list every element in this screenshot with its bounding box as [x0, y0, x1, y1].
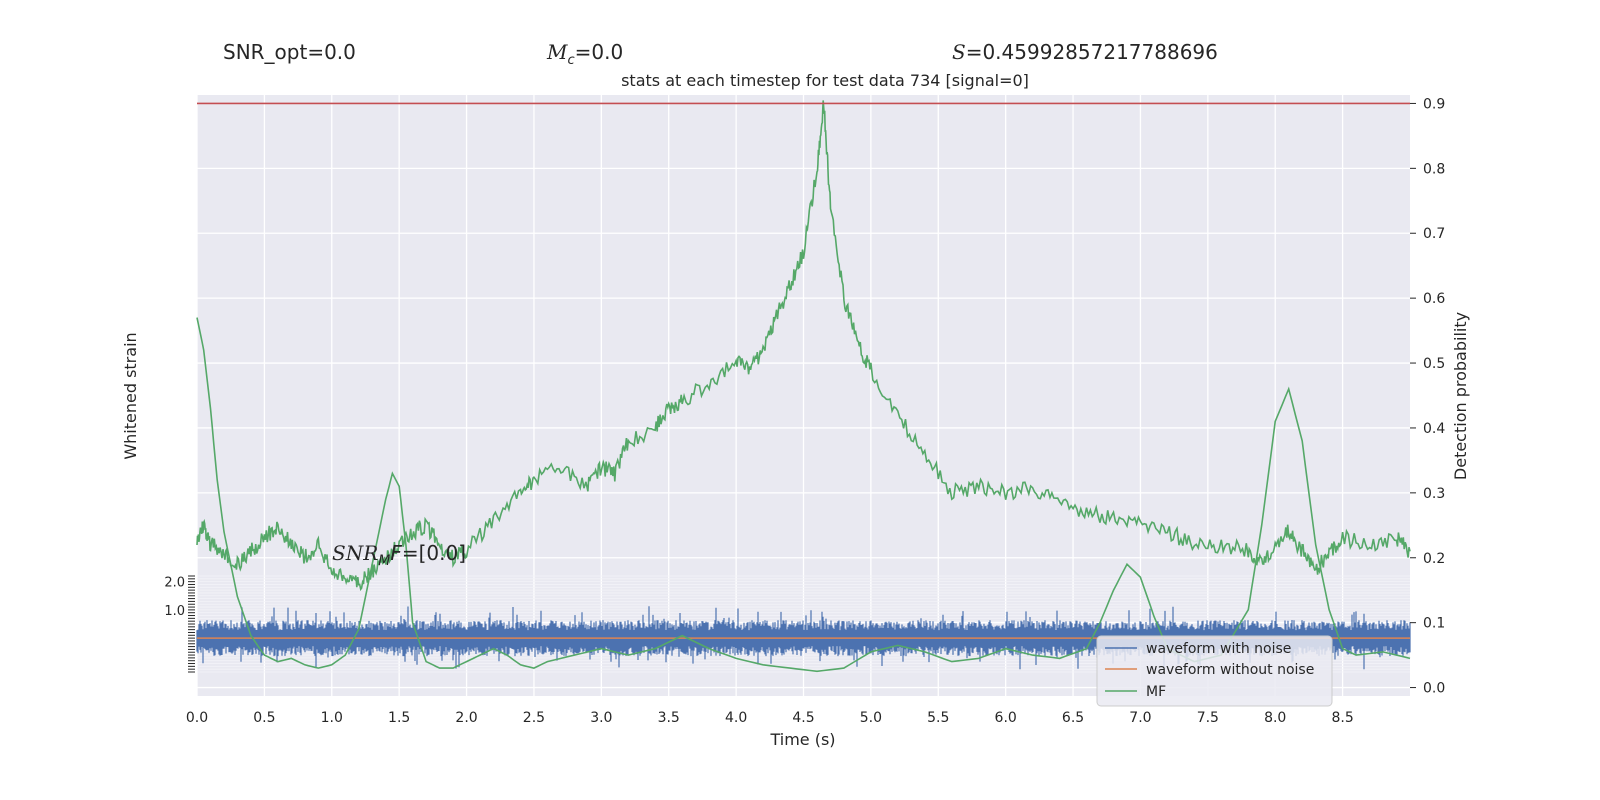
x-tick-label: 8.0 — [1264, 710, 1286, 726]
y-tick-label: 0.6 — [1423, 291, 1445, 307]
x-tick-label: 6.0 — [995, 710, 1017, 726]
x-tick-label: 6.5 — [1062, 710, 1084, 726]
x-tick-label: 3.0 — [590, 710, 612, 726]
x-axis-label: Time (s) — [769, 730, 835, 749]
chirp-mass-value: =0.0 — [574, 40, 624, 64]
score-value: =0.45992857217788696 — [965, 40, 1218, 64]
x-tick-label: 2.5 — [523, 710, 545, 726]
y-tick-label: 0.7 — [1423, 226, 1445, 242]
legend-label-clean: waveform without noise — [1146, 662, 1314, 678]
x-tick-label: 4.0 — [725, 710, 747, 726]
x-axis-ticks: 0.0 0.5 1.0 1.5 2.0 2.5 3.0 3.5 4.0 4.5 5.0 5.5 6.0 6… — [186, 710, 1354, 726]
chirp-mass-symbol: M — [547, 40, 568, 64]
snr-mf-value: =[0.0] — [402, 541, 466, 565]
snr-mf-subscript: M — [378, 553, 390, 569]
y-tick-label: 0.5 — [1423, 356, 1445, 372]
x-tick-label: 7.0 — [1129, 710, 1151, 726]
left-y-axis-label: Whitened strain — [121, 332, 140, 459]
legend: waveform with noise waveform without noi… — [1096, 635, 1333, 707]
x-tick-label: 5.5 — [927, 710, 949, 726]
snr-opt-stat: SNR_opt=0.0 — [223, 40, 356, 64]
snr-mf-annotation: SNRMF=[0.0] — [332, 541, 466, 569]
score-symbol: S — [952, 40, 966, 64]
x-tick-label: 2.0 — [455, 710, 477, 726]
x-tick-label: 8.5 — [1331, 710, 1353, 726]
left-y-axis-ticks: 2.0 1.0 — [164, 575, 195, 673]
legend-label-mf: MF — [1146, 684, 1166, 700]
x-tick-label: 1.0 — [321, 710, 343, 726]
y-tick-label: 0.2 — [1423, 551, 1445, 567]
x-tick-label: 7.5 — [1197, 710, 1219, 726]
chart-title: stats at each timestep for test data 734… — [621, 71, 1029, 90]
score-stat: S=0.45992857217788696 — [952, 40, 1218, 64]
detection-probability-line — [196, 100, 1411, 592]
left-tick-label: 2.0 — [164, 576, 185, 591]
legend-label-noise: waveform with noise — [1146, 641, 1291, 657]
y-tick-label: 0.0 — [1423, 681, 1445, 697]
x-tick-label: 5.0 — [860, 710, 882, 726]
y-tick-label: 0.8 — [1423, 161, 1445, 177]
y-tick-label: 0.3 — [1423, 486, 1445, 502]
x-tick-label: 4.5 — [792, 710, 814, 726]
y-tick-label: 0.1 — [1423, 616, 1445, 632]
x-tick-label: 3.5 — [658, 710, 680, 726]
snr-mf-symbol: SNR — [332, 541, 378, 565]
x-tick-label: 0.5 — [253, 710, 275, 726]
x-tick-label: 0.0 — [186, 710, 208, 726]
y-tick-label: 0.4 — [1423, 421, 1445, 437]
x-tick-label: 1.5 — [388, 710, 410, 726]
snr-mf-tail: F — [390, 541, 402, 565]
legend-box — [1096, 635, 1333, 707]
chirp-mass-stat: Mc=0.0 — [547, 40, 623, 68]
right-y-axis-ticks: 0.0 0.1 0.2 0.3 0.4 0.5 0.6 0.7 0.8 0.9 — [1410, 96, 1445, 697]
right-y-axis-label: Detection probability — [1451, 312, 1470, 480]
chirp-mass-subscript: c — [567, 53, 575, 68]
y-tick-label: 0.9 — [1423, 96, 1445, 112]
left-tick-label: 1.0 — [164, 604, 185, 619]
